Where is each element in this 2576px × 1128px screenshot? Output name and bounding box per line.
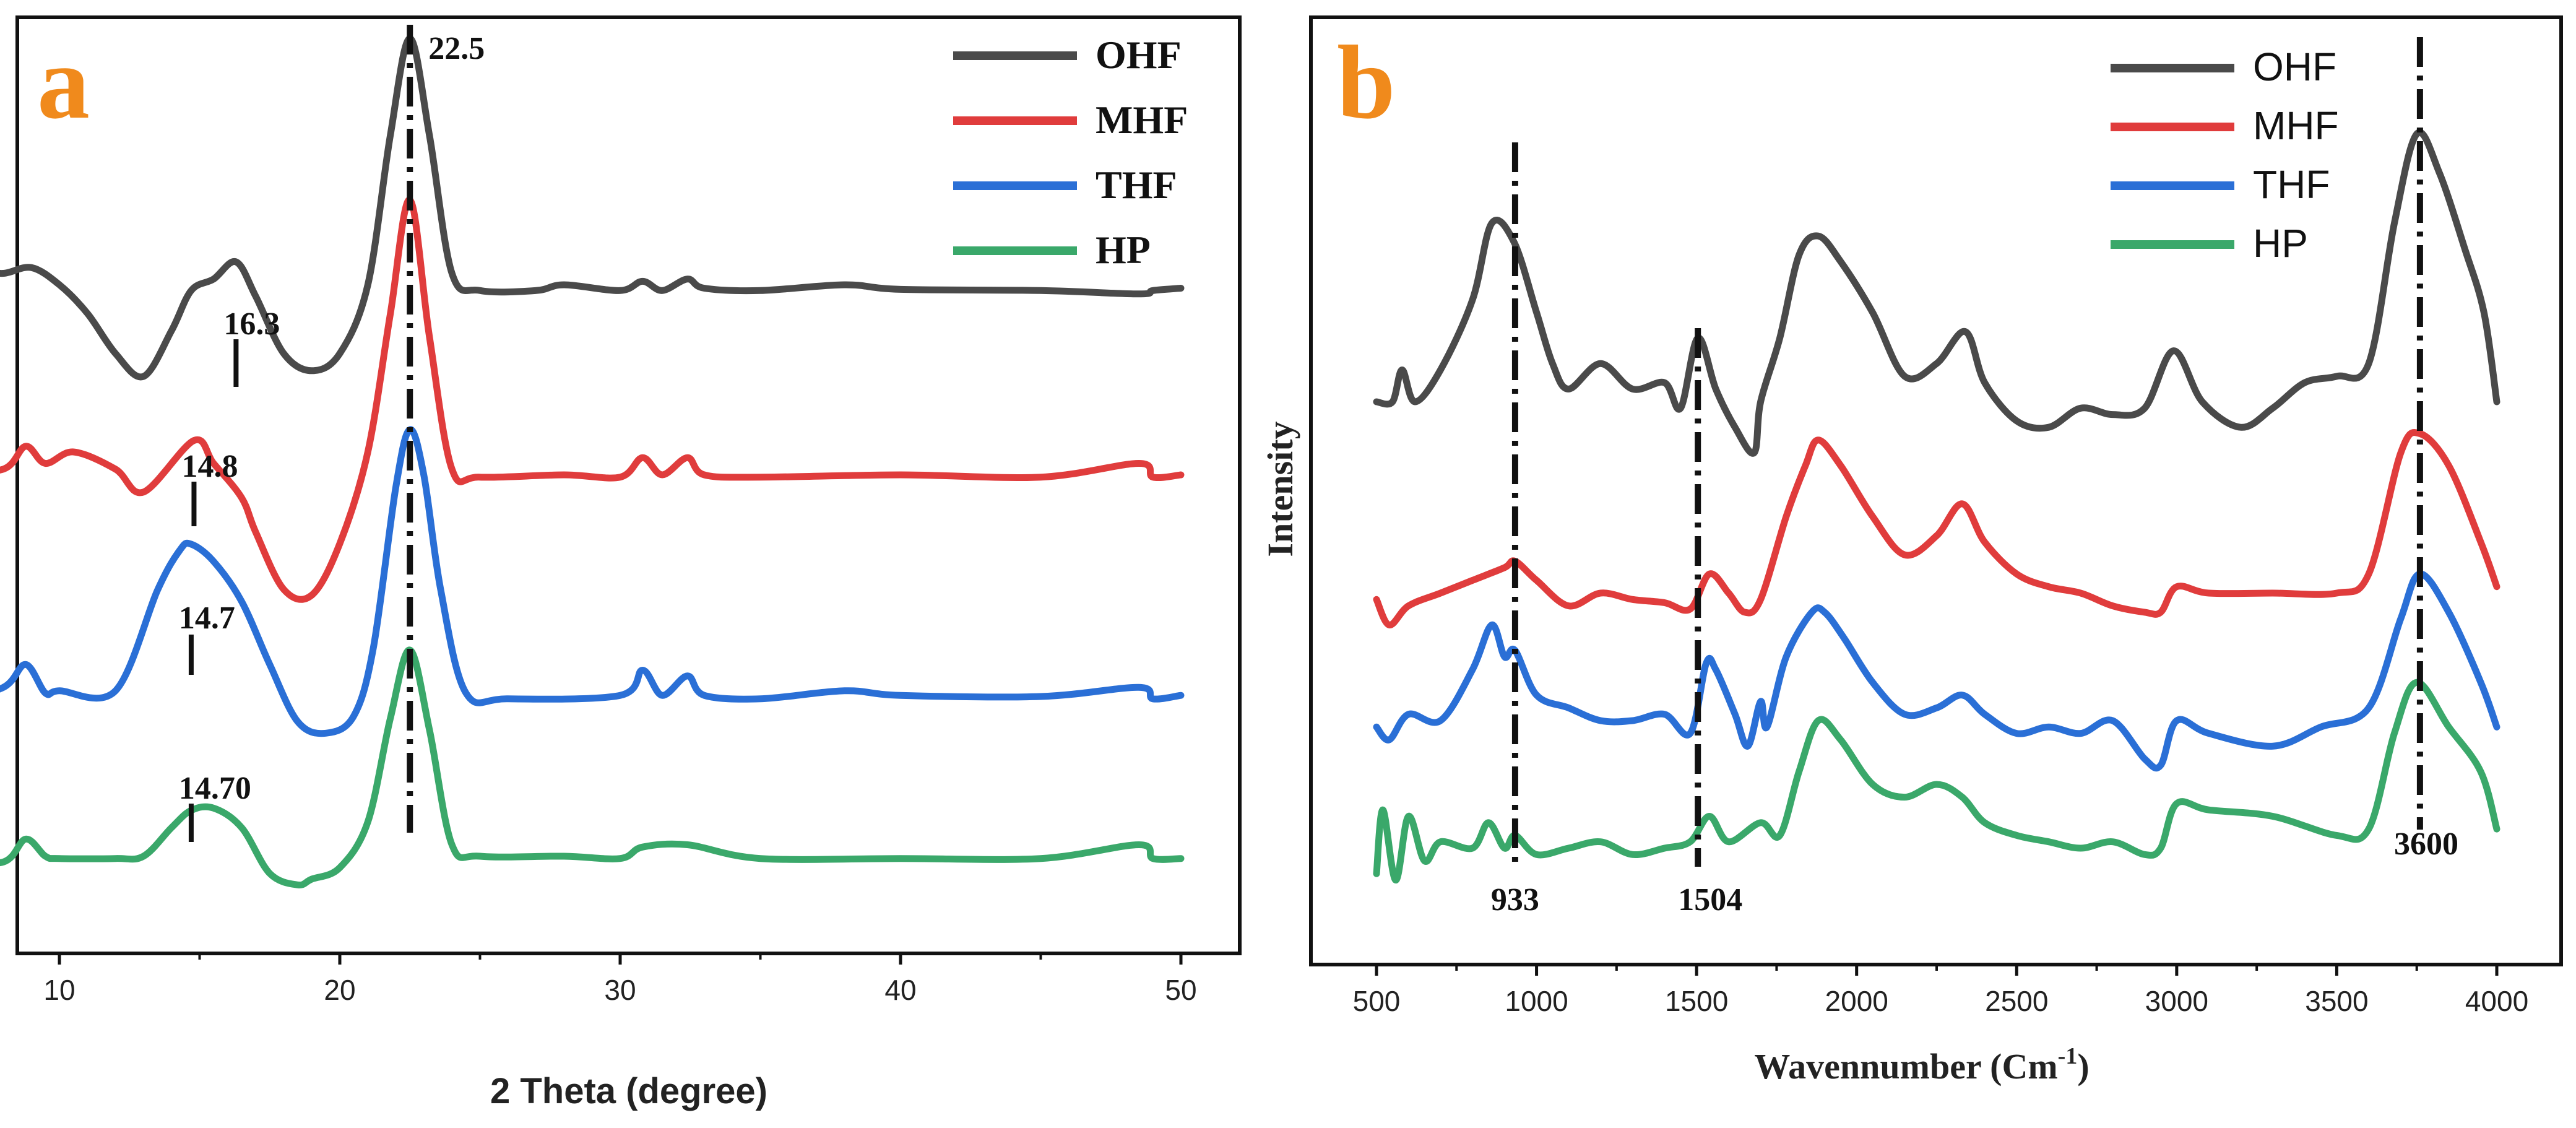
- panel-a-x-tick-label: 40: [884, 974, 916, 1006]
- panel-a-legend-label: OHF: [1096, 33, 1182, 77]
- panel-a-series-hp: [0, 646, 1185, 889]
- panel-b-label: b: [1337, 24, 1396, 141]
- panel-a-series-mhf: [0, 196, 1185, 603]
- panel-a-frame: [15, 15, 1242, 955]
- panel-a-annotations: 22.5 16.3 14.8 14.7 14.70: [179, 31, 485, 842]
- panel-a-annotation: 14.8: [181, 449, 238, 484]
- panel-a-x-axis-title: 2 Theta (degree): [490, 1071, 767, 1111]
- panel-b-x-axis-title: Wavennumber (Cm-1): [1754, 1043, 2089, 1087]
- panel-a-series-group: [0, 35, 1185, 889]
- panel-a-annotation: 14.7: [179, 601, 235, 636]
- panel-b-annotation: 3600: [2394, 826, 2458, 862]
- panel-b-x-tick-label: 1000: [1505, 985, 1568, 1017]
- panel-b-x-tick-label: 3000: [2145, 985, 2208, 1017]
- panel-b-series-group: [1373, 129, 2500, 884]
- panel-a-legend-label: THF: [1096, 163, 1177, 207]
- panel-a-chart: a 10 20 30 40 50 22.5 16.3 14.8 14.7 14.70 OHF MH…: [0, 15, 1242, 1111]
- panel-b-y-axis-title: Intensity: [1260, 421, 1300, 557]
- panel-a-x-tick-label: 50: [1165, 974, 1196, 1006]
- panel-b-x-axis-title-suffix: ): [2077, 1046, 2089, 1087]
- panel-b-x-tick-label: 2500: [1985, 985, 2048, 1017]
- panel-b-x-ticks: 500 1000 1500 2000 2500 3000 3500 4000: [1353, 965, 2528, 1017]
- panel-b-x-axis-title-sup: -1: [2058, 1043, 2078, 1069]
- panel-a-annotation: 14.70: [179, 771, 251, 806]
- panel-a-series-ohf: [0, 35, 1185, 381]
- panel-b-annotation: 1504: [1678, 882, 1742, 918]
- panel-b-x-tick-label: 1500: [1665, 985, 1728, 1017]
- panel-b-guide-lines: [1511, 37, 2423, 867]
- panel-a-legend-label: HP: [1096, 228, 1151, 272]
- panel-b-chart: b 500 1000 1500 2000 2500 3000 3500 4000 933 150…: [1260, 15, 2563, 1087]
- panel-a-x-ticks: 10 20 30 40 50: [43, 953, 1197, 1006]
- panel-b-x-tick-label: 2000: [1825, 985, 1888, 1017]
- panel-b-series-hp: [1373, 679, 2500, 884]
- panel-a-legend: OHF MHF THF HP: [953, 33, 1188, 272]
- panel-b-series-mhf: [1373, 429, 2500, 628]
- panel-b-x-axis-title-main: Wavennumber (Cm: [1754, 1046, 2057, 1087]
- panel-b-legend-label: MHF: [2253, 103, 2339, 148]
- panel-a-series-thf: [0, 426, 1185, 737]
- panel-a-legend-label: MHF: [1096, 98, 1188, 142]
- panel-b-series-ohf: [1373, 129, 2500, 457]
- panel-a-annotation: 22.5: [428, 31, 485, 66]
- panel-a-x-tick-label: 10: [43, 974, 75, 1006]
- panel-b-x-tick-label: 4000: [2465, 985, 2528, 1017]
- panel-b-x-tick-label: 3500: [2305, 985, 2368, 1017]
- panel-a-x-tick-label: 30: [604, 974, 636, 1006]
- panel-a-label: a: [37, 24, 90, 141]
- panel-b-series-thf: [1373, 570, 2500, 772]
- panel-b-legend: OHF MHF THF HP: [2111, 45, 2339, 266]
- panel-b-legend-label: OHF: [2253, 45, 2336, 89]
- panel-b-legend-label: HP: [2253, 221, 2308, 266]
- panel-a-annotation: 16.3: [223, 306, 280, 342]
- panel-b-annotations: 933 1504 3600: [1491, 826, 2458, 918]
- panel-b-legend-label: THF: [2253, 162, 2330, 207]
- panel-a-x-tick-label: 20: [324, 974, 355, 1006]
- panel-b-x-tick-label: 500: [1353, 985, 1401, 1017]
- panel-b-annotation: 933: [1491, 882, 1539, 918]
